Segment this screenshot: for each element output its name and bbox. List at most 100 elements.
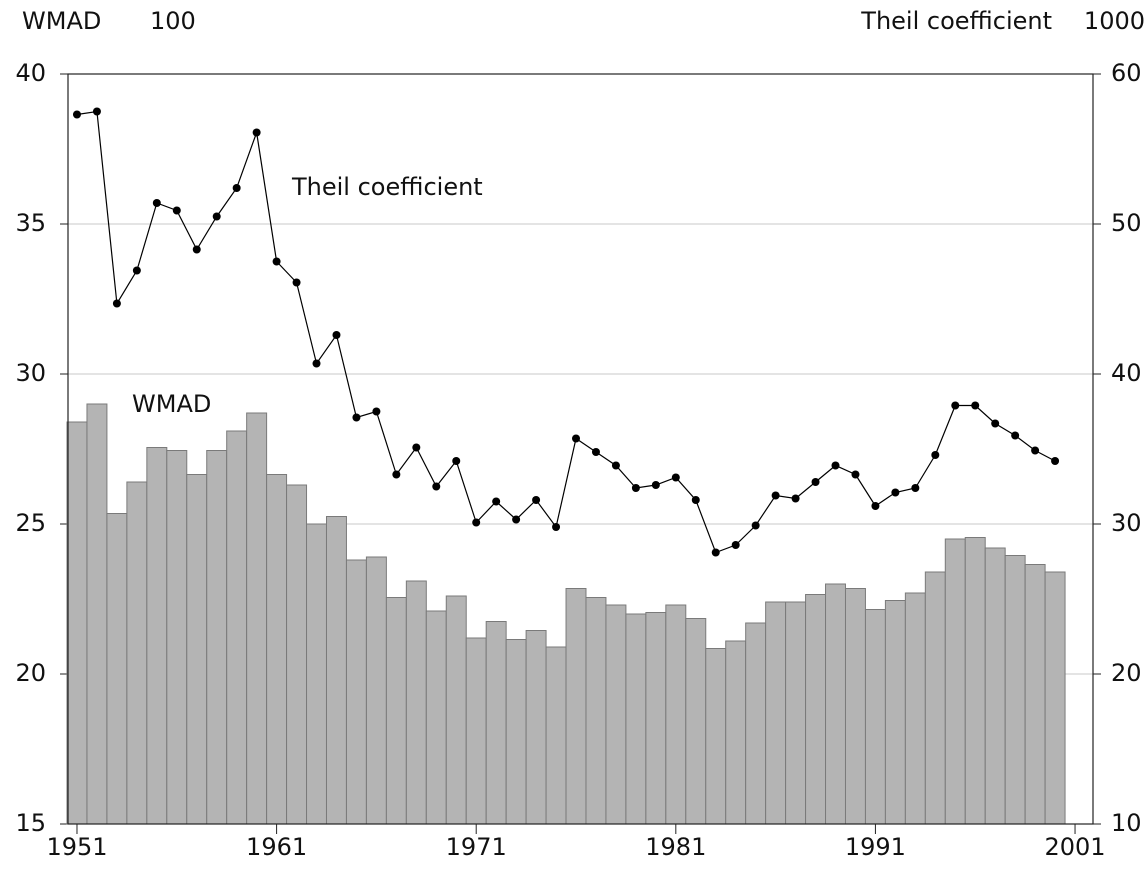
line-marker <box>372 407 381 416</box>
line-marker <box>911 484 920 492</box>
bar <box>385 597 407 825</box>
y-tick-label: 20 <box>15 659 46 687</box>
line-marker <box>232 184 241 192</box>
bar <box>825 583 846 825</box>
x-tick-label: 1951 <box>46 833 107 861</box>
x-tick-label: 1981 <box>645 833 706 861</box>
plot-frame <box>67 73 1094 825</box>
bar <box>725 640 747 825</box>
line-marker <box>452 457 461 465</box>
line-marker <box>552 523 561 531</box>
line-marker <box>172 206 181 215</box>
bar <box>126 481 148 825</box>
bar <box>166 450 188 825</box>
bar <box>345 559 367 825</box>
bar <box>226 430 248 825</box>
bar <box>625 613 647 825</box>
line <box>76 110 1056 554</box>
bar <box>705 648 727 825</box>
annotation: WMAD <box>132 390 211 418</box>
y-tick-label: 30 <box>15 359 46 387</box>
y-tick-label: 40 <box>15 59 46 87</box>
line-marker <box>272 257 281 266</box>
bar <box>545 646 567 825</box>
bar <box>286 484 308 825</box>
bar <box>86 403 108 825</box>
line-marker <box>1011 431 1020 440</box>
bar <box>405 580 427 825</box>
bar <box>525 630 547 825</box>
line-marker <box>472 518 481 527</box>
bar <box>884 600 906 825</box>
y2-tick-label: 20 <box>1111 659 1142 687</box>
line-marker <box>292 278 301 287</box>
bar <box>246 412 268 825</box>
line-marker <box>492 497 501 506</box>
line-marker <box>731 541 740 549</box>
bar <box>1004 555 1026 825</box>
line-marker <box>871 502 880 510</box>
y2-tick-label: 10 <box>1111 809 1142 837</box>
line-marker <box>312 359 321 368</box>
line-marker <box>132 266 141 275</box>
line-marker <box>951 401 960 410</box>
x-tick-label: 2001 <box>1044 833 1105 861</box>
y-axis-title: WMAD <box>22 7 101 35</box>
line-marker <box>891 488 900 497</box>
x-tick-label: 1961 <box>246 833 307 861</box>
line-marker <box>791 494 800 503</box>
y2-tick-label: 60 <box>1111 59 1142 87</box>
x-tick-label: 1971 <box>446 833 507 861</box>
line-marker <box>591 448 600 456</box>
bar <box>745 622 767 825</box>
line-marker <box>252 128 261 137</box>
bar <box>565 588 587 825</box>
line-marker <box>352 413 361 422</box>
bar <box>665 604 687 825</box>
bar <box>66 421 88 825</box>
y2-axis-scale: 1000 <box>1084 7 1145 35</box>
line-marker <box>811 478 820 486</box>
line-marker <box>112 299 121 308</box>
line-marker <box>72 110 81 119</box>
line-marker <box>991 419 1000 428</box>
bar <box>844 588 866 825</box>
bar <box>924 571 946 825</box>
bar <box>425 610 447 825</box>
bar <box>944 538 966 825</box>
line-marker <box>931 451 940 459</box>
y-axis-scale: 100 <box>150 7 196 35</box>
y-tick-label: 35 <box>15 209 46 237</box>
line-marker <box>611 461 620 470</box>
bar <box>864 609 886 825</box>
bar <box>645 612 667 825</box>
bar <box>325 516 347 825</box>
line-marker <box>851 470 860 479</box>
bar <box>605 604 627 825</box>
bar <box>805 594 827 825</box>
bar <box>266 474 288 825</box>
line-marker <box>691 496 700 504</box>
line-marker <box>392 470 401 479</box>
bar <box>785 601 807 825</box>
bar <box>106 513 128 825</box>
line-marker <box>512 515 521 524</box>
line-marker <box>212 212 221 221</box>
y-tick-label: 15 <box>15 809 46 837</box>
line-marker <box>332 331 341 339</box>
x-tick-label: 1991 <box>845 833 906 861</box>
line-marker <box>432 482 441 491</box>
line-marker <box>671 473 680 482</box>
line-marker <box>831 461 840 470</box>
bar <box>465 637 487 825</box>
y-tick-label: 25 <box>15 509 46 537</box>
bar <box>765 601 787 825</box>
bar <box>1024 564 1046 825</box>
bar <box>1044 571 1066 825</box>
line-marker <box>971 401 980 410</box>
y2-tick-label: 30 <box>1111 509 1142 537</box>
line-marker <box>631 484 640 492</box>
bar <box>445 595 467 825</box>
line-marker <box>771 491 780 500</box>
